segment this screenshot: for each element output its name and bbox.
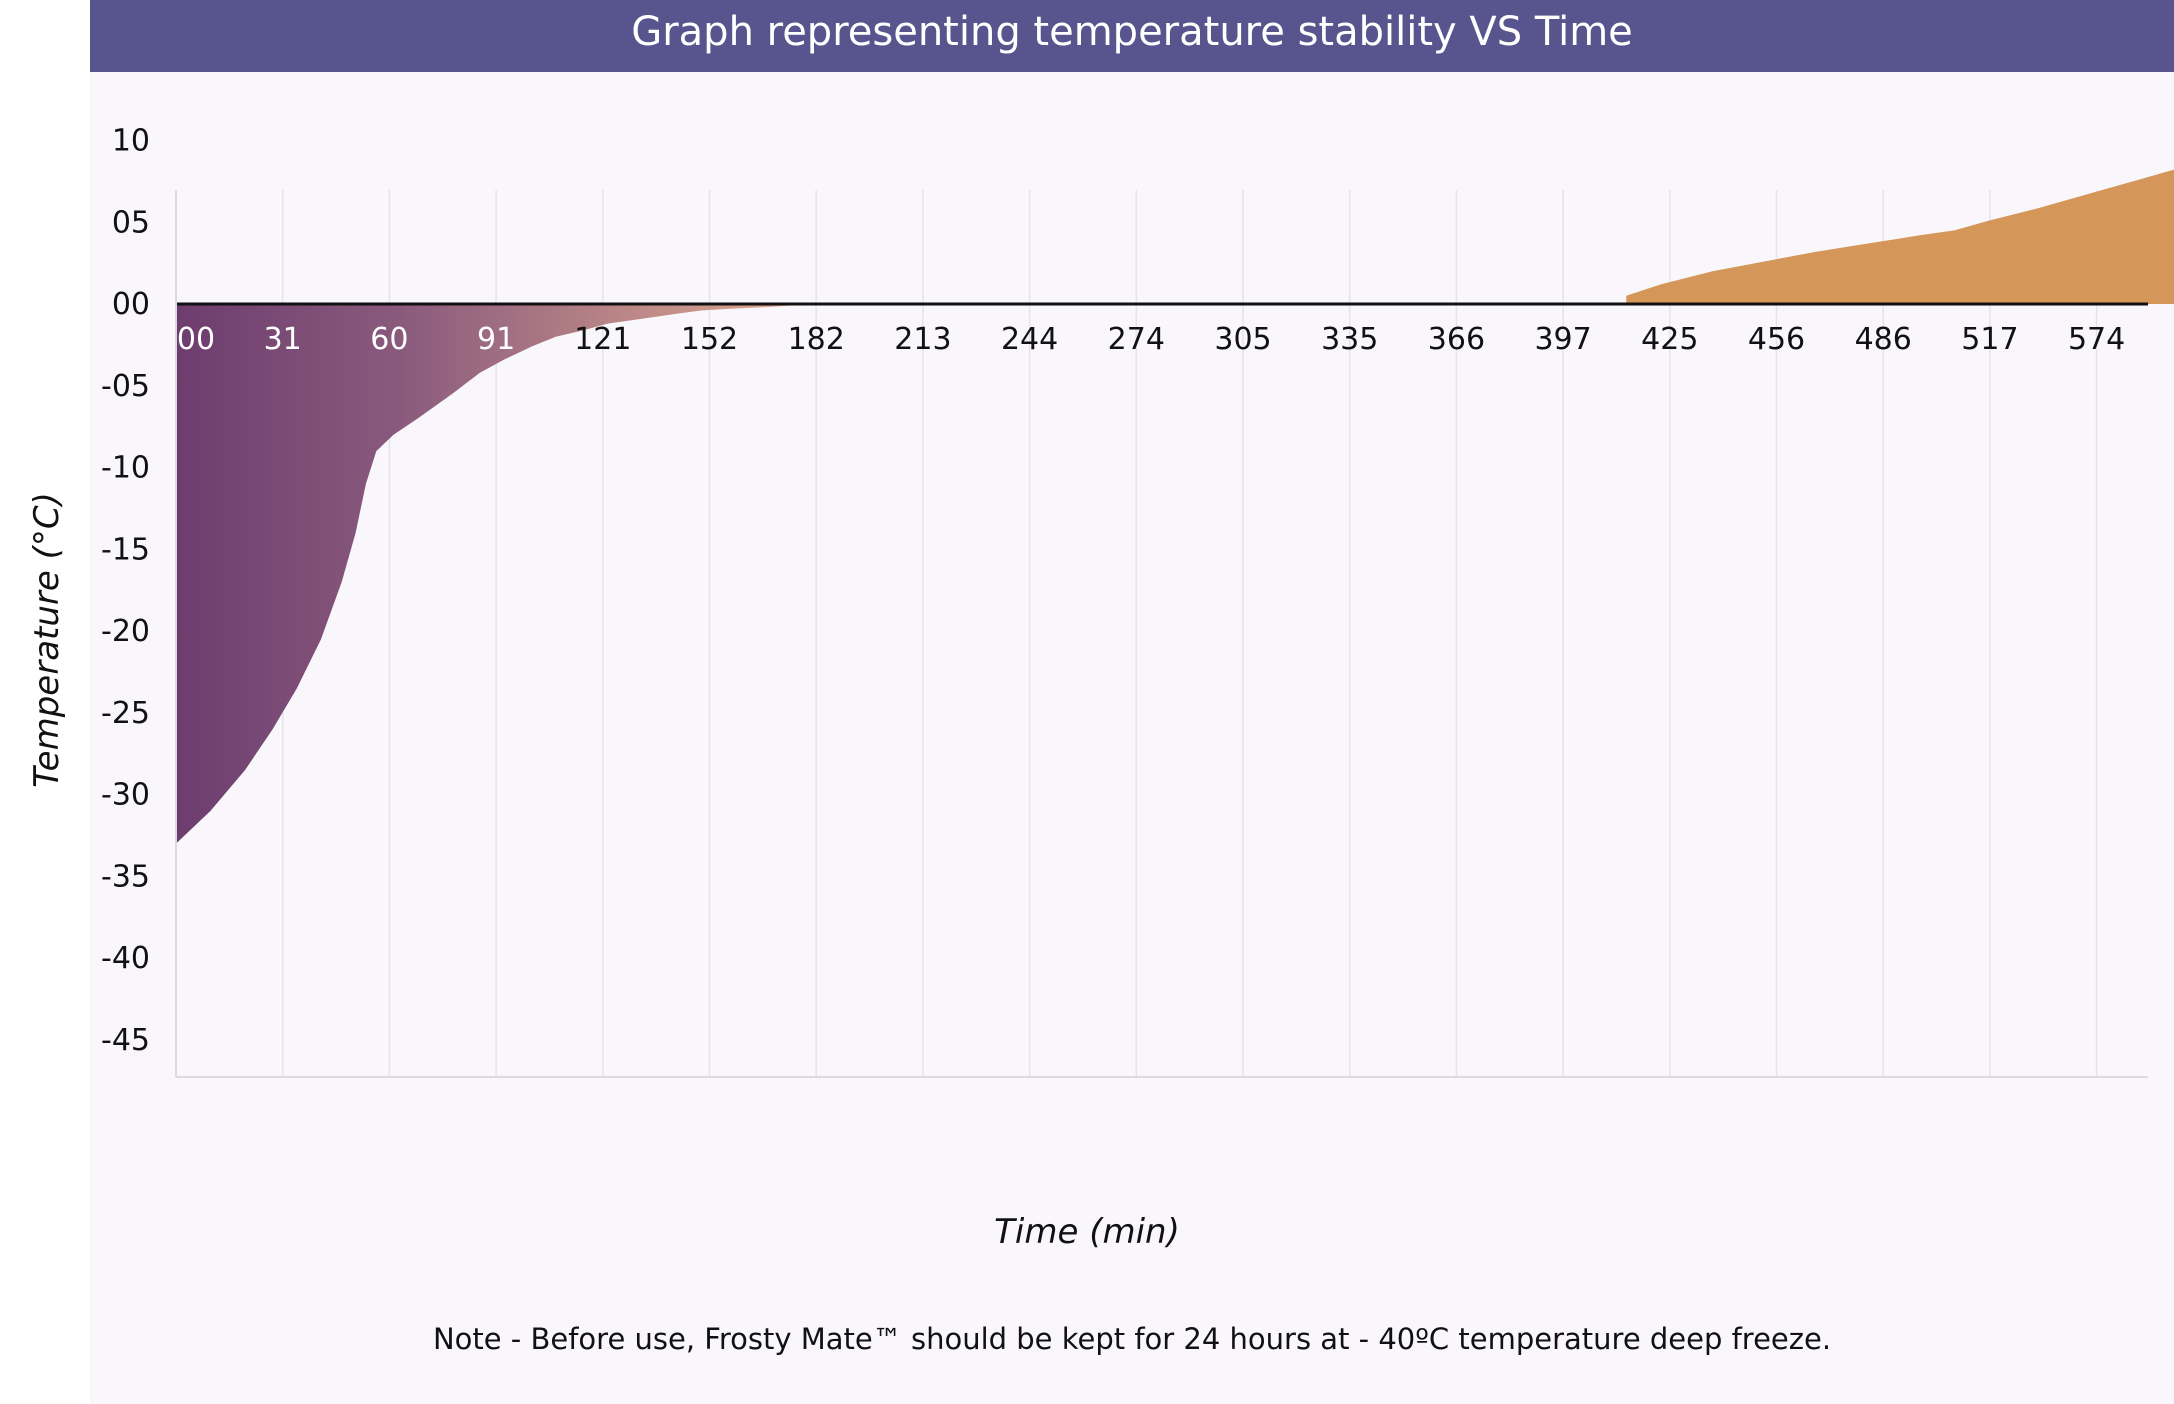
chart-title: Graph representing temperature stability… bbox=[90, 0, 2174, 72]
y-tick-label: 00 bbox=[112, 287, 150, 322]
x-tick-label: 60 bbox=[370, 322, 408, 357]
x-tick-labels: 00 31 60 91 121 152 182 213 244 274 305 335 366 397 42… bbox=[177, 322, 2125, 357]
x-tick-label: 486 bbox=[1855, 322, 1912, 357]
x-tick-label: 335 bbox=[1321, 322, 1378, 357]
x-tick-label: 456 bbox=[1748, 322, 1805, 357]
area-series bbox=[176, 169, 2174, 844]
x-tick-label: 91 bbox=[477, 322, 515, 357]
x-tick-label: 517 bbox=[1961, 322, 2018, 357]
x-tick-label: 182 bbox=[788, 322, 845, 357]
y-tick-label: -25 bbox=[101, 696, 150, 731]
x-tick-label: 152 bbox=[681, 322, 738, 357]
x-tick-label: 397 bbox=[1534, 322, 1591, 357]
x-tick-label: 366 bbox=[1428, 322, 1485, 357]
x-tick-label: 274 bbox=[1108, 322, 1165, 357]
x-tick-label: 213 bbox=[894, 322, 951, 357]
axes bbox=[175, 190, 2148, 1078]
y-axis-label: Temperature (°C) bbox=[27, 492, 67, 788]
warming-area bbox=[1626, 169, 2174, 304]
x-tick-label: 121 bbox=[574, 322, 631, 357]
chart-panel bbox=[90, 0, 2174, 1404]
x-tick-label: 305 bbox=[1214, 322, 1271, 357]
y-tick-label: 10 bbox=[112, 124, 150, 159]
x-tick-label: 00 bbox=[177, 322, 215, 357]
y-tick-label: -15 bbox=[101, 532, 150, 567]
x-tick-label: 244 bbox=[1001, 322, 1058, 357]
x-tick-label: 574 bbox=[2068, 322, 2125, 357]
y-tick-label: -35 bbox=[101, 859, 150, 894]
y-tick-label: -30 bbox=[101, 778, 150, 813]
y-tick-label: -40 bbox=[101, 941, 150, 976]
x-tick-label: 425 bbox=[1641, 322, 1698, 357]
note-text: Note - Before use, Frosty Mate™ should b… bbox=[432, 1322, 1832, 1356]
y-tick-label: 05 bbox=[112, 205, 150, 240]
y-tick-label: -45 bbox=[101, 1023, 150, 1058]
y-tick-label: -20 bbox=[101, 614, 150, 649]
y-tick-label: -10 bbox=[101, 451, 150, 486]
y-tick-labels: 10 05 00 -05 -10 -15 -20 -25 -30 -35 -40 -45 bbox=[101, 124, 150, 1058]
cooling-area bbox=[176, 304, 815, 844]
y-tick-label: -05 bbox=[101, 369, 150, 404]
x-tick-label: 31 bbox=[264, 322, 302, 357]
x-axis-label: Time (min) bbox=[994, 1212, 1180, 1252]
